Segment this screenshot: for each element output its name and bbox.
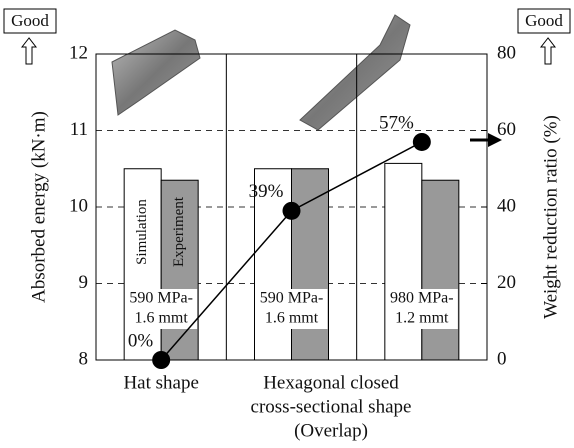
bar bbox=[385, 163, 422, 360]
y-tick-label: 12 bbox=[69, 42, 88, 63]
category-label: 1.2 mmt bbox=[395, 310, 449, 327]
up-arrow bbox=[22, 38, 36, 64]
y-tick-label: 10 bbox=[69, 195, 88, 216]
chart: Good Good 8 9 10 11 12 0 20 40 60 80 Absorbed ener… bbox=[0, 0, 574, 448]
hat-shape-image bbox=[112, 30, 200, 115]
x-group-label: cross-sectional shape bbox=[251, 396, 412, 417]
y-tick-label: 8 bbox=[79, 348, 89, 369]
data-label: 39% bbox=[249, 181, 284, 202]
good-label: Good bbox=[11, 11, 49, 30]
category-label: 590 MPa- bbox=[129, 290, 193, 307]
x-group-label: (Overlap) bbox=[294, 420, 368, 441]
bar bbox=[422, 180, 459, 360]
category-label: 1.6 mmt bbox=[265, 310, 319, 327]
y2-tick-label: 60 bbox=[497, 119, 516, 140]
y-axis-label: Absorbed energy (kN·m) bbox=[28, 111, 49, 303]
y2-tick-label: 40 bbox=[497, 195, 516, 216]
data-label: 0% bbox=[128, 330, 154, 351]
category-label: 980 MPa- bbox=[390, 290, 454, 307]
decor: Good Good bbox=[4, 9, 570, 147]
good-label: Good bbox=[525, 11, 563, 30]
y2-tick-label: 0 bbox=[497, 348, 507, 369]
series-label: Simulation bbox=[134, 199, 150, 265]
y-tick-label: 11 bbox=[70, 119, 88, 140]
category-label: 590 MPa- bbox=[260, 290, 324, 307]
data-label: 57% bbox=[379, 112, 414, 133]
bar bbox=[292, 169, 329, 360]
marker bbox=[413, 133, 431, 151]
y2-tick-label: 80 bbox=[497, 42, 516, 63]
y-tick-label: 9 bbox=[79, 272, 89, 293]
series-label: Experiment bbox=[171, 196, 187, 267]
marker bbox=[152, 351, 170, 369]
y2-tick-label: 20 bbox=[497, 272, 516, 293]
y2-axis-label: Weight reduction ratio (%) bbox=[540, 115, 561, 319]
x-group-label: Hat shape bbox=[123, 372, 198, 393]
marker bbox=[283, 202, 301, 220]
category-label: 1.6 mmt bbox=[134, 310, 188, 327]
x-group-label: Hexagonal closed bbox=[263, 372, 399, 393]
up-arrow bbox=[541, 38, 555, 64]
